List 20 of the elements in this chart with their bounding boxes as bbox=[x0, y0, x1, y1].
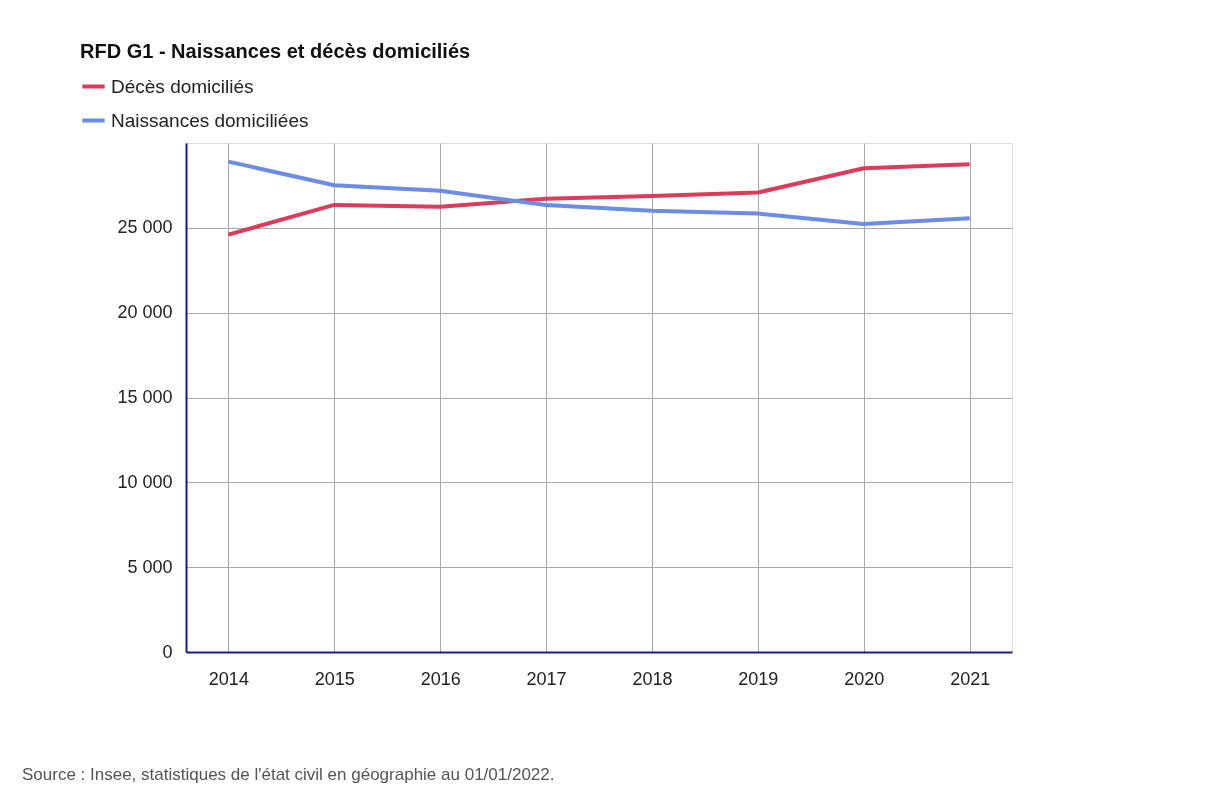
y-tick-label: 0 bbox=[162, 641, 173, 662]
y-tick-label: 20 000 bbox=[117, 302, 173, 323]
x-tick-label: 2016 bbox=[420, 668, 461, 689]
source-note: Source : Insee, statistiques de l'état civil en géographie au 01/01/2022. bbox=[22, 765, 555, 784]
x-tick-label: 2017 bbox=[526, 668, 567, 689]
y-tick-label: 15 000 bbox=[117, 387, 173, 407]
x-tick-label: 2018 bbox=[632, 668, 673, 689]
legend-label: Naissances domiciliées bbox=[111, 109, 309, 131]
y-tick-label: 10 000 bbox=[117, 471, 173, 492]
legend-label: Décès domiciliés bbox=[111, 75, 254, 97]
chart-title: RFD G1 - Naissances et décès domiciliés bbox=[80, 40, 471, 62]
line-series bbox=[226, 162, 972, 237]
x-tick-label: 2019 bbox=[738, 668, 779, 689]
line-series bbox=[226, 159, 972, 227]
x-tick-label: 2020 bbox=[844, 668, 885, 689]
x-tick-label: 2021 bbox=[950, 668, 991, 689]
y-tick-label: 5 000 bbox=[127, 556, 173, 577]
x-tick-label: 2014 bbox=[208, 668, 249, 689]
y-tick-label: 25 000 bbox=[117, 217, 173, 238]
x-tick-label: 2015 bbox=[314, 668, 355, 689]
